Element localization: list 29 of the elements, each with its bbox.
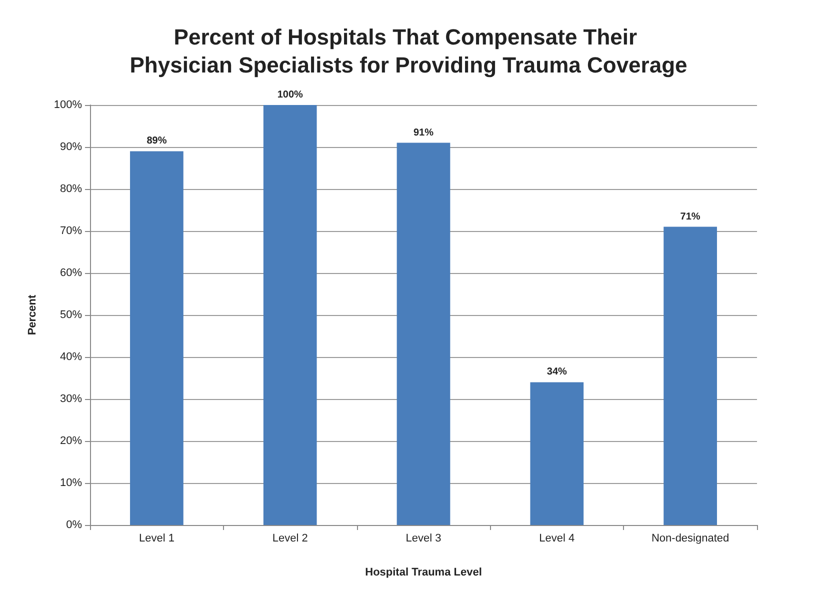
y-axis-title: Percent (26, 294, 38, 336)
data-label: 91% (413, 127, 434, 138)
data-label: 71% (680, 211, 700, 222)
x-tick-label: Level 3 (406, 532, 442, 544)
x-tick-label: Non-designated (651, 532, 730, 544)
bar (664, 226, 717, 525)
x-axis-title: Hospital Trauma Level (365, 566, 482, 578)
data-label: 34% (546, 366, 568, 378)
y-tick-label: 0% (66, 519, 82, 531)
y-tick-label: 70% (60, 225, 82, 237)
chart-title: Percent of Hospitals That Compensate Their Physician Specialists for Providing Trauma Coverage (130, 24, 688, 78)
y-tick-label: 10% (60, 477, 82, 489)
y-tick-label: 80% (60, 183, 82, 195)
y-tick-label: 40% (60, 351, 82, 363)
bar (396, 142, 450, 525)
y-tick-label: 100% (54, 99, 82, 111)
y-tick-label: 30% (60, 393, 82, 405)
bar (130, 151, 184, 525)
y-tick-label: 50% (60, 309, 82, 321)
x-tick-label: Level 2 (272, 532, 308, 544)
data-label: 89% (146, 136, 167, 147)
bar (263, 105, 317, 525)
y-tick-label: 60% (60, 267, 82, 279)
y-tick-label: 20% (60, 435, 82, 447)
x-tick-label: Level 4 (539, 532, 575, 544)
x-tick-label: Level 1 (138, 532, 174, 544)
bar (530, 382, 584, 525)
y-tick-label: 90% (60, 141, 82, 153)
data-label: 100% (277, 90, 303, 100)
